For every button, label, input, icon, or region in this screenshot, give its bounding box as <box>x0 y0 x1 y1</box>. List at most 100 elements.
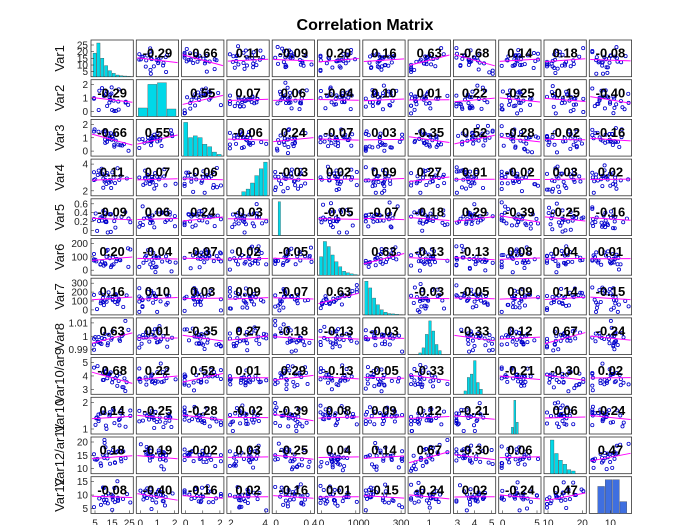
scatter-point <box>110 170 115 175</box>
scatter-point <box>383 171 388 176</box>
scatter-point <box>380 93 385 98</box>
correlation-coefficient-label: 0.20 <box>326 46 351 61</box>
scatter-point <box>517 100 522 105</box>
scatter-point <box>273 188 278 193</box>
scatter-point <box>560 52 565 57</box>
fit-line <box>499 97 541 103</box>
histogram-bar <box>554 453 559 474</box>
scatter-point <box>281 59 286 64</box>
histogram-bar <box>418 352 422 355</box>
correlation-coefficient-label: -0.04 <box>324 85 354 100</box>
histogram-bar <box>425 334 429 355</box>
scatter-point <box>327 56 332 61</box>
scatter-point <box>490 128 495 133</box>
scatter-point <box>161 63 166 68</box>
scatter-point <box>568 64 573 69</box>
scatter-point <box>522 147 527 152</box>
scatter-point <box>422 61 427 66</box>
correlation-coefficient-label: 0.14 <box>371 443 397 458</box>
scatter-point <box>214 58 219 63</box>
scatter-point <box>252 101 257 106</box>
scatter-point <box>232 104 237 109</box>
histogram-bar <box>100 58 105 77</box>
correlation-coefficient-label: 0.16 <box>371 46 396 61</box>
scatter-point <box>590 133 595 138</box>
scatter-point <box>323 133 328 138</box>
correlation-coefficient-label: -0.05 <box>279 244 309 259</box>
scatter-point <box>603 140 608 145</box>
scatter-point <box>112 142 117 147</box>
histogram-bar <box>342 271 346 276</box>
histogram-bar <box>391 313 395 316</box>
scatter-point <box>232 133 237 138</box>
scatter-point <box>286 145 291 150</box>
scatter-point <box>335 144 340 149</box>
scatter-point <box>164 69 169 74</box>
correlation-coefficient-label: -0.13 <box>324 363 354 378</box>
scatter-point <box>429 62 434 67</box>
scatter-point <box>564 92 569 97</box>
scatter-point <box>98 172 103 177</box>
correlation-coefficient-label: -0.19 <box>143 443 173 458</box>
scatter-point <box>236 132 241 137</box>
scatter-point <box>519 92 524 97</box>
correlation-coefficient-label: -0.16 <box>188 482 218 497</box>
histogram-bar <box>349 273 354 276</box>
scatter-point <box>338 95 343 100</box>
scatter-point <box>153 171 158 176</box>
scatter-point <box>282 176 287 181</box>
scatter-point <box>334 93 339 98</box>
y-variable-label: Var5 <box>52 204 67 231</box>
histogram-bar <box>319 256 323 276</box>
scatter-point <box>603 132 608 137</box>
scatter-point <box>349 93 354 98</box>
scatter-point <box>252 58 257 63</box>
scatter-point <box>549 89 554 94</box>
y-tick-label: 15 <box>77 54 89 65</box>
histogram-bar <box>470 373 474 395</box>
scatter-point <box>571 102 576 107</box>
scatter-point <box>303 131 308 136</box>
fit-line <box>454 54 495 67</box>
scatter-point <box>244 54 249 59</box>
correlation-coefficient-label: 0.67 <box>552 324 577 339</box>
scatter-point <box>474 170 479 175</box>
scatter-point <box>340 100 345 105</box>
correlation-coefficient-label: -0.08 <box>97 482 127 497</box>
scatter-point <box>605 70 610 75</box>
scatter-point <box>116 107 121 112</box>
scatter-point <box>571 177 576 182</box>
scatter-point <box>421 141 426 146</box>
x-tick-label: 5 <box>534 518 540 525</box>
scatter-point <box>309 62 314 67</box>
x-tick-label: 3 <box>455 518 461 525</box>
correlation-coefficient-label: 0.52 <box>190 363 215 378</box>
scatter-point <box>214 165 219 170</box>
fit-line <box>273 137 314 143</box>
fit-line <box>499 136 541 143</box>
scatter-point <box>106 131 111 136</box>
correlation-coefficient-label: 0.02 <box>598 165 623 180</box>
scatter-point <box>285 186 290 191</box>
scatter-point <box>454 190 459 195</box>
correlation-coefficient-label: 0.27 <box>235 324 260 339</box>
histogram-bar <box>511 427 514 435</box>
scatter-point <box>545 171 550 176</box>
scatter-point <box>92 129 97 134</box>
scatter-point <box>92 170 97 175</box>
scatter-point <box>303 54 308 59</box>
scatter-point <box>441 174 446 179</box>
scatter-point <box>613 126 618 131</box>
correlation-coefficient-label: 0.22 <box>462 85 487 100</box>
fit-line <box>363 178 405 181</box>
scatter-point <box>527 170 532 175</box>
cell-frame <box>181 79 225 117</box>
scatter-point <box>215 185 220 190</box>
scatter-point <box>286 52 291 57</box>
scatter-point <box>581 110 586 115</box>
scatter-point <box>505 181 510 186</box>
correlation-coefficient-label: -0.30 <box>460 443 490 458</box>
scatter-point <box>298 167 303 172</box>
correlation-coefficient-label: -0.35 <box>414 125 444 140</box>
scatter-point <box>96 129 101 134</box>
